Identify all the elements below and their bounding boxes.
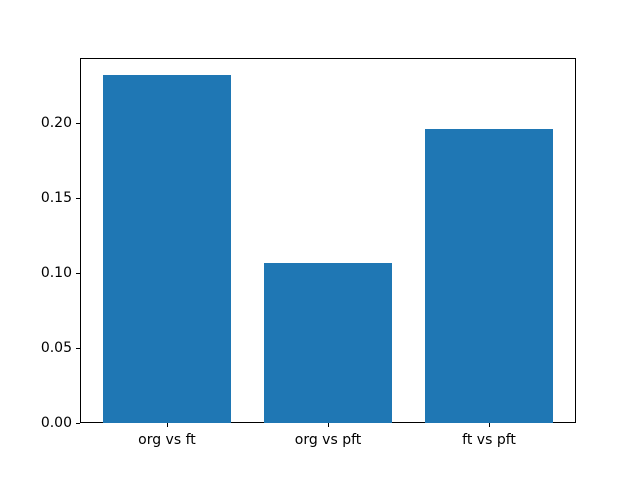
x-tick-label: ft vs pft (462, 432, 516, 448)
y-tick-mark (76, 198, 80, 200)
y-tick-label: 0.00 (40, 415, 72, 431)
y-tick-label: 0.20 (40, 115, 72, 132)
x-tick-mark (166, 423, 168, 427)
x-tick-label: org vs pft (294, 432, 362, 448)
y-tick-label: 0.15 (40, 190, 72, 207)
y-tick-mark (76, 273, 80, 275)
x-tick-mark (489, 423, 491, 427)
x-tick-label: org vs ft (138, 432, 196, 448)
bar-org-vs-pft (263, 262, 393, 423)
y-tick-label: 0.05 (40, 340, 72, 357)
bar-ft-vs-pft (424, 129, 554, 423)
y-tick-mark (76, 123, 80, 125)
y-tick-mark (76, 423, 80, 424)
x-tick-mark (328, 423, 329, 427)
y-tick-label: 0.10 (40, 265, 72, 282)
bar-org-vs-ft (102, 75, 232, 423)
y-tick-mark (76, 348, 80, 350)
